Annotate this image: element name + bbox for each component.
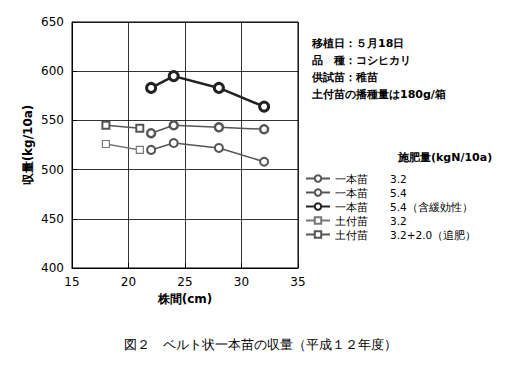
svg-text:株間(cm): 株間(cm) — [157, 292, 213, 306]
svg-text:500: 500 — [41, 163, 64, 177]
svg-text:施肥量(kgN/10a): 施肥量(kgN/10a) — [397, 151, 492, 164]
svg-text:収量(kg/10a): 収量(kg/10a) — [21, 105, 35, 186]
svg-text:550: 550 — [41, 113, 64, 127]
svg-text:品 種：コシヒカリ: 品 種：コシヒカリ — [312, 54, 411, 67]
svg-text:25: 25 — [177, 275, 192, 289]
svg-text:400: 400 — [41, 261, 64, 275]
svg-text:15: 15 — [64, 275, 79, 289]
svg-text:一本苗 3.2: 一本苗 3.2 — [335, 173, 407, 185]
svg-text:600: 600 — [41, 64, 64, 78]
svg-text:650: 650 — [41, 15, 64, 29]
svg-text:30: 30 — [234, 275, 249, 289]
svg-text:土付苗 3.2: 土付苗 3.2 — [335, 215, 407, 227]
svg-text:20: 20 — [121, 275, 136, 289]
svg-text:土付苗 3.2+2.0（追肥）: 土付苗 3.2+2.0（追肥） — [335, 229, 476, 241]
svg-text:土付苗の播種量は180g/箱: 土付苗の播種量は180g/箱 — [311, 88, 446, 101]
svg-text:移植日：５月18日: 移植日：５月18日 — [311, 37, 404, 50]
svg-text:450: 450 — [41, 212, 64, 226]
svg-text:供試苗：稚苗: 供試苗：稚苗 — [311, 71, 378, 84]
svg-text:一本苗 5.4（含緩効性）: 一本苗 5.4（含緩効性） — [335, 201, 473, 213]
svg-text:35: 35 — [290, 275, 305, 289]
svg-text:図２ ベルト状一本苗の収量（平成１２年度）: 図２ ベルト状一本苗の収量（平成１２年度） — [124, 337, 397, 352]
svg-text:一本苗 5.4: 一本苗 5.4 — [335, 187, 407, 199]
